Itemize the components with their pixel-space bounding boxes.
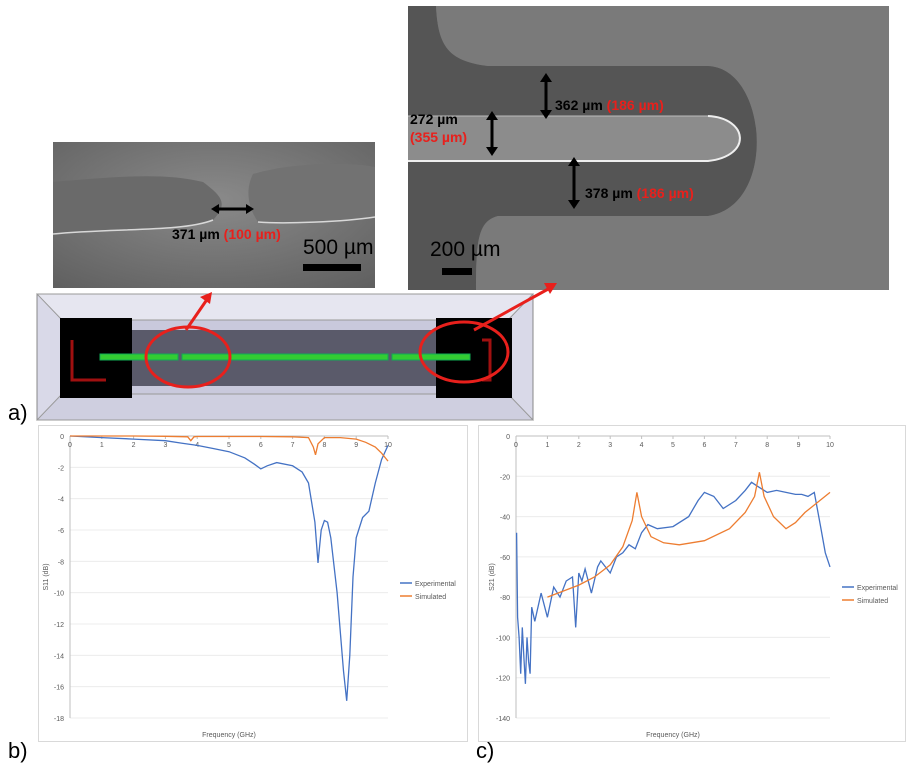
c1-x-tick-label: 4 xyxy=(640,442,644,449)
c1-y-tick-label: -60 xyxy=(500,555,510,562)
gap-design-value: (100 µm) xyxy=(223,226,281,242)
bend-highlight-circle xyxy=(418,320,510,384)
c0-y-tick-label: -14 xyxy=(54,653,64,660)
gap-measured-value: 371 µm xyxy=(172,226,220,242)
c1-x-tick-label: 2 xyxy=(577,442,581,449)
c1-series-line-experimental xyxy=(515,481,831,684)
c0-x-tick-label: 6 xyxy=(259,442,263,449)
c1-series-line-simulated xyxy=(547,472,831,598)
c1-y-tick-label: -20 xyxy=(500,474,510,481)
c0-y-axis-label: S11 (dB) xyxy=(43,563,50,590)
c1-x-tick-label: 9 xyxy=(797,442,801,449)
bottom-measured-value: 378 µm xyxy=(585,185,633,201)
c0-x-tick-label: 0 xyxy=(68,442,72,449)
mid-width-arrow xyxy=(486,111,498,156)
panel-label-b: b) xyxy=(8,738,28,763)
panel-label-a: a) xyxy=(8,400,28,425)
c0-x-axis-label: Frequency (GHz) xyxy=(202,732,256,739)
c0-x-tick-label: 9 xyxy=(354,442,358,449)
c0-chart-frame xyxy=(38,425,468,742)
c1-y-tick-label: -80 xyxy=(500,595,510,602)
c0-x-tick-label: 7 xyxy=(291,442,295,449)
scale-bar-200 xyxy=(442,268,472,275)
c0-y-tick-label: -16 xyxy=(54,685,64,692)
c0-y-tick-label: -6 xyxy=(58,528,64,535)
top-measured-value: 362 µm xyxy=(555,97,603,113)
c1-y-tick-label: -140 xyxy=(496,716,510,723)
bottom-width-arrow xyxy=(568,157,580,209)
device-schematic xyxy=(36,293,535,421)
c0-x-tick-label: 1 xyxy=(100,442,104,449)
c1-x-tick-label: 10 xyxy=(826,442,834,449)
c1-legend-label: Experimental xyxy=(857,585,898,592)
mid-measured-value: 272 µm xyxy=(410,111,458,127)
top-design-value: (186 µm) xyxy=(606,97,664,113)
c1-y-axis-label: S21 (dB) xyxy=(489,563,496,591)
c1-x-axis-label: Frequency (GHz) xyxy=(646,732,700,739)
c0-series-line-simulated xyxy=(70,435,389,462)
c0-y-tick-label: -4 xyxy=(58,497,64,504)
chart-s11: 0-2-4-6-8-10-12-14-16-180 1 2 3 4 5 6 7 8 9 10Freq… xyxy=(38,425,468,742)
c0-legend-label: Experimental xyxy=(415,581,456,588)
c1-legend-label: Simulated xyxy=(857,598,888,605)
c1-x-tick-label: 7 xyxy=(734,442,738,449)
c0-x-tick-label: 3 xyxy=(163,442,167,449)
c0-x-tick-label: 5 xyxy=(227,442,231,449)
microstrip-line xyxy=(99,353,471,361)
sem-image-bend xyxy=(408,6,889,290)
c1-y-tick-label: -120 xyxy=(496,676,510,683)
c0-x-tick-label: 8 xyxy=(322,442,326,449)
c1-y-tick-label: 0 xyxy=(506,434,510,441)
c0-y-tick-label: 0 xyxy=(60,434,64,441)
c0-y-tick-label: -2 xyxy=(58,465,64,472)
scale-bar-500 xyxy=(303,264,361,271)
c0-series-line-experimental xyxy=(69,435,389,701)
c0-legend-label: Simulated xyxy=(415,594,446,601)
gap-arrow xyxy=(211,204,254,214)
c0-y-tick-label: -12 xyxy=(54,622,64,629)
scale-label-500: 500 µm xyxy=(303,236,374,259)
c0-y-tick-label: -8 xyxy=(58,559,64,566)
c1-y-tick-label: -40 xyxy=(500,515,510,522)
c1-x-tick-label: 0 xyxy=(514,442,518,449)
chart-s21-plot: 0 -20 -40 -60 -80 -100 -120 -140 0 1 2 3 4 5 6 7 8 9 10 Fre… xyxy=(478,425,906,742)
c0-y-tick-label: -18 xyxy=(54,716,64,723)
c1-x-tick-label: 6 xyxy=(702,442,706,449)
scale-label-200: 200 µm xyxy=(430,238,501,261)
c1-chart-frame xyxy=(478,425,906,742)
c1-x-tick-label: 5 xyxy=(671,442,675,449)
chart-s21: 0 -20 -40 -60 -80 -100 -120 -140 0 1 2 3 4 5 6 7 8 9 10 Fre… xyxy=(478,425,906,742)
chart-s11-plot: 0-2-4-6-8-10-12-14-16-180 1 2 3 4 5 6 7 8 9 10Freq… xyxy=(38,425,468,742)
bottom-design-value: (186 µm) xyxy=(636,185,694,201)
mid-design-value: (355 µm) xyxy=(410,129,468,145)
sem-image-gap xyxy=(53,142,375,288)
top-width-arrow xyxy=(540,73,552,119)
c1-x-tick-label: 1 xyxy=(545,442,549,449)
c1-x-tick-label: 3 xyxy=(608,442,612,449)
c1-x-tick-label: 8 xyxy=(765,442,769,449)
c1-y-tick-label: -100 xyxy=(496,635,510,642)
c0-y-tick-label: -10 xyxy=(54,591,64,598)
panel-label-c: c) xyxy=(476,738,495,763)
c0-x-tick-label: 2 xyxy=(132,442,136,449)
